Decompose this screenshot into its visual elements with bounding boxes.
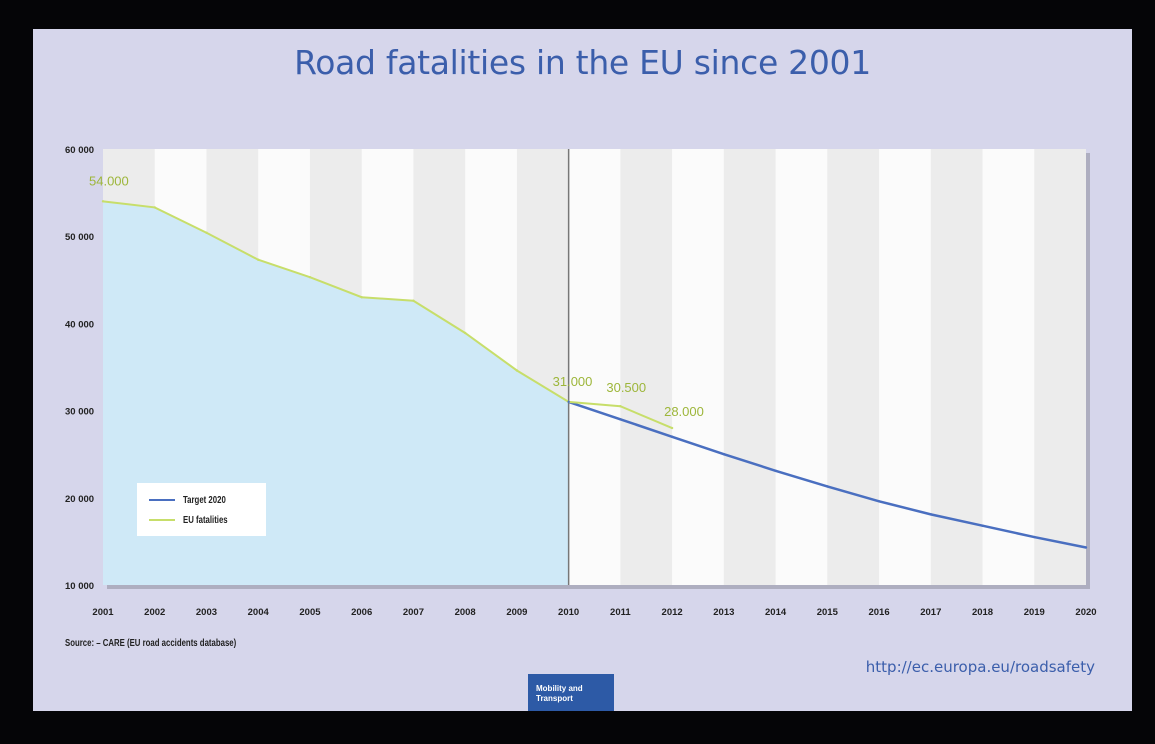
- grid-band: [827, 149, 880, 585]
- point-eu-fatalities: [670, 426, 674, 430]
- y-tick-label: 60 000: [65, 145, 94, 156]
- point-target-2020: [774, 469, 777, 472]
- legend-item-fatalities: EU fatalities: [149, 513, 240, 527]
- point-target-2020: [722, 453, 726, 456]
- grid-band: [620, 149, 673, 585]
- y-tick-label: 20 000: [65, 494, 94, 505]
- point-eu-fatalities: [619, 405, 622, 408]
- point-eu-fatalities: [308, 275, 312, 279]
- x-tick-label: 2009: [506, 607, 527, 618]
- x-tick-label: 2017: [920, 607, 941, 618]
- x-tick-label: 2010: [558, 607, 579, 618]
- x-tick-label: 2006: [351, 607, 372, 618]
- point-target-2020: [619, 418, 622, 421]
- legend-label-target: Target 2020: [183, 494, 226, 506]
- grid-band: [723, 149, 776, 585]
- point-eu-fatalities: [412, 299, 415, 302]
- point-eu-fatalities: [205, 231, 208, 234]
- source-note: Source: – CARE (EU road accidents databa…: [65, 638, 237, 649]
- data-label: 28.000: [664, 404, 704, 419]
- point-target-2020: [567, 400, 570, 404]
- x-tick-label: 2018: [972, 607, 993, 618]
- point-eu-fatalities: [463, 331, 467, 335]
- x-tick-label: 2002: [144, 607, 165, 618]
- x-tick-label: 2001: [92, 607, 114, 618]
- chart-title: Road fatalities in the EU since 2001: [294, 43, 871, 82]
- chart-panel: Road fatalities in the EU since 2001 54.…: [33, 29, 1132, 711]
- y-tick-label: 30 000: [65, 407, 94, 418]
- x-tick-label: 2007: [403, 607, 424, 618]
- legend-swatch-target: [149, 499, 175, 501]
- x-tick-label: 2004: [248, 607, 270, 618]
- x-tick-label: 2012: [662, 607, 683, 618]
- x-tick-label: 2019: [1024, 607, 1045, 618]
- line-eu-fatalities: [102, 200, 673, 429]
- legend-label-fatalities: EU fatalities: [183, 514, 228, 526]
- point-eu-fatalities: [257, 258, 260, 261]
- point-target-2020: [877, 500, 881, 503]
- chart-legend: Target 2020 EU fatalities: [137, 483, 266, 536]
- x-tick-label: 2013: [713, 607, 734, 618]
- mobility-transport-logo: Mobility and Transport: [528, 674, 614, 711]
- point-eu-fatalities: [153, 206, 156, 209]
- data-label: 54.000: [89, 173, 129, 188]
- point-target-2020: [981, 524, 984, 527]
- legend-swatch-fatalities: [149, 519, 175, 521]
- y-tick-label: 10 000: [65, 581, 94, 592]
- grid-band: [930, 149, 983, 585]
- x-tick-label: 2016: [868, 607, 889, 618]
- x-tick-label: 2005: [299, 607, 321, 618]
- legend-item-target: Target 2020: [149, 493, 238, 507]
- site-url-link[interactable]: http://ec.europa.eu/roadsafety: [865, 658, 1095, 676]
- point-eu-fatalities: [515, 369, 519, 372]
- point-eu-fatalities: [101, 200, 105, 203]
- x-tick-label: 2014: [765, 607, 787, 618]
- data-label: 31.000: [553, 374, 593, 389]
- point-eu-fatalities: [360, 296, 363, 299]
- grid-band: [1034, 149, 1086, 585]
- point-target-2020: [1084, 546, 1088, 549]
- data-label: 30.500: [606, 380, 646, 395]
- x-tick-label: 2011: [610, 607, 631, 618]
- point-target-2020: [929, 513, 932, 516]
- y-tick-label: 40 000: [65, 319, 94, 330]
- brand-line-1: Mobility and: [536, 684, 583, 693]
- point-target-2020: [670, 435, 674, 438]
- chart-plot: 54.000 31.000 30.500 28.000 10 000 20 000 30 0…: [65, 145, 1097, 618]
- x-tick-label: 2020: [1075, 607, 1096, 618]
- brand-line-2: Transport: [536, 694, 573, 703]
- point-target-2020: [826, 485, 829, 488]
- x-tick-label: 2015: [817, 607, 839, 618]
- x-tick-label: 2008: [455, 607, 476, 618]
- point-target-2020: [1033, 535, 1036, 539]
- y-tick-label: 50 000: [65, 232, 94, 243]
- x-tick-label: 2003: [196, 607, 217, 618]
